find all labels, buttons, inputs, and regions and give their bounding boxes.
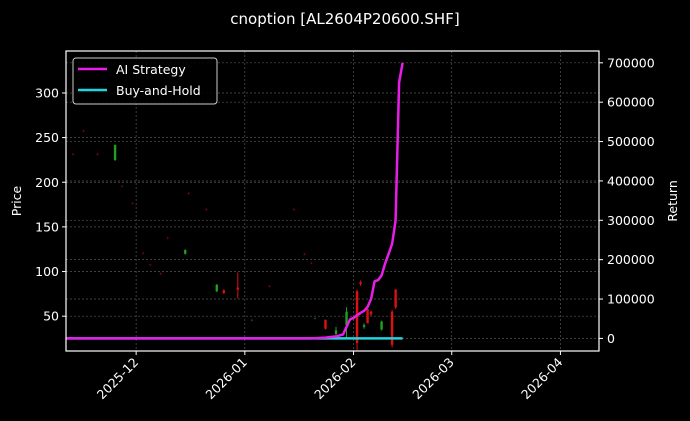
y-tick-label: 200 <box>35 175 59 190</box>
candle-body <box>292 209 296 211</box>
candle-body <box>366 309 369 324</box>
candle-body <box>390 311 394 345</box>
line-ai-strategy <box>66 62 404 340</box>
y-tick-label-right: 0 <box>607 331 615 346</box>
candle-body <box>268 285 271 287</box>
candle-body <box>96 153 99 155</box>
legend-label-buy-and-hold: Buy-and-Hold <box>116 83 201 98</box>
y-axis-right: 0 100000 200000 300000 400000 500000 600000 700… <box>599 55 655 346</box>
candle-body <box>369 311 373 315</box>
y-tick-label-right: 200000 <box>607 252 655 267</box>
candle-body <box>215 284 218 292</box>
y-tick-label: 50 <box>43 309 59 324</box>
candle-body <box>236 287 240 290</box>
y-tick-label-right: 400000 <box>607 173 655 188</box>
plot-frame <box>65 50 600 352</box>
candle-body <box>113 144 117 160</box>
candle-body <box>222 290 225 293</box>
y-tick-label: 300 <box>35 85 59 100</box>
candle-body <box>159 273 162 275</box>
legend-box <box>72 57 218 105</box>
candle-body <box>362 325 366 327</box>
y-tick-label: 150 <box>35 219 59 234</box>
candle-body <box>313 317 317 319</box>
y-axis-left: 50 100 150 200 250 300 <box>35 85 66 324</box>
candle-body <box>71 153 75 155</box>
y-tick-label-right: 600000 <box>607 95 655 110</box>
y-tick-label-right: 300000 <box>607 213 655 228</box>
y-tick-label-right: 100000 <box>607 292 655 307</box>
y-tick-label: 250 <box>35 130 59 145</box>
candle-body <box>380 321 383 330</box>
candle-body <box>359 282 362 285</box>
candlesticks <box>71 129 397 351</box>
candle-body <box>394 289 397 308</box>
legend-label-ai-strategy: AI Strategy <box>116 62 186 77</box>
candle-body <box>166 237 169 239</box>
y-tick-label-right: 700000 <box>607 55 655 70</box>
y-tick-label-right: 500000 <box>607 134 655 149</box>
candle-body <box>120 185 124 187</box>
candle-body <box>205 209 208 211</box>
return-lines <box>66 62 404 340</box>
y-axis-label-left: Price <box>9 185 24 216</box>
candle-body <box>148 264 152 266</box>
y-axis-label-right: Return <box>665 180 680 221</box>
y-tick-label: 100 <box>35 264 59 279</box>
candle-body <box>141 252 145 254</box>
candle-body <box>250 319 254 321</box>
candle-body <box>345 311 348 326</box>
chart-title: cnoption [AL2604P20600.SHF] <box>230 10 459 28</box>
candle-body <box>82 130 85 132</box>
candle-body <box>324 319 327 329</box>
candle-body <box>187 192 190 194</box>
candle-body <box>131 202 134 204</box>
candle-body <box>310 262 313 264</box>
candle-body <box>303 253 306 255</box>
candle-body <box>355 291 359 343</box>
candle-body <box>334 330 338 335</box>
legend: AI Strategy Buy-and-Hold <box>72 57 218 105</box>
candle-body <box>184 250 187 254</box>
